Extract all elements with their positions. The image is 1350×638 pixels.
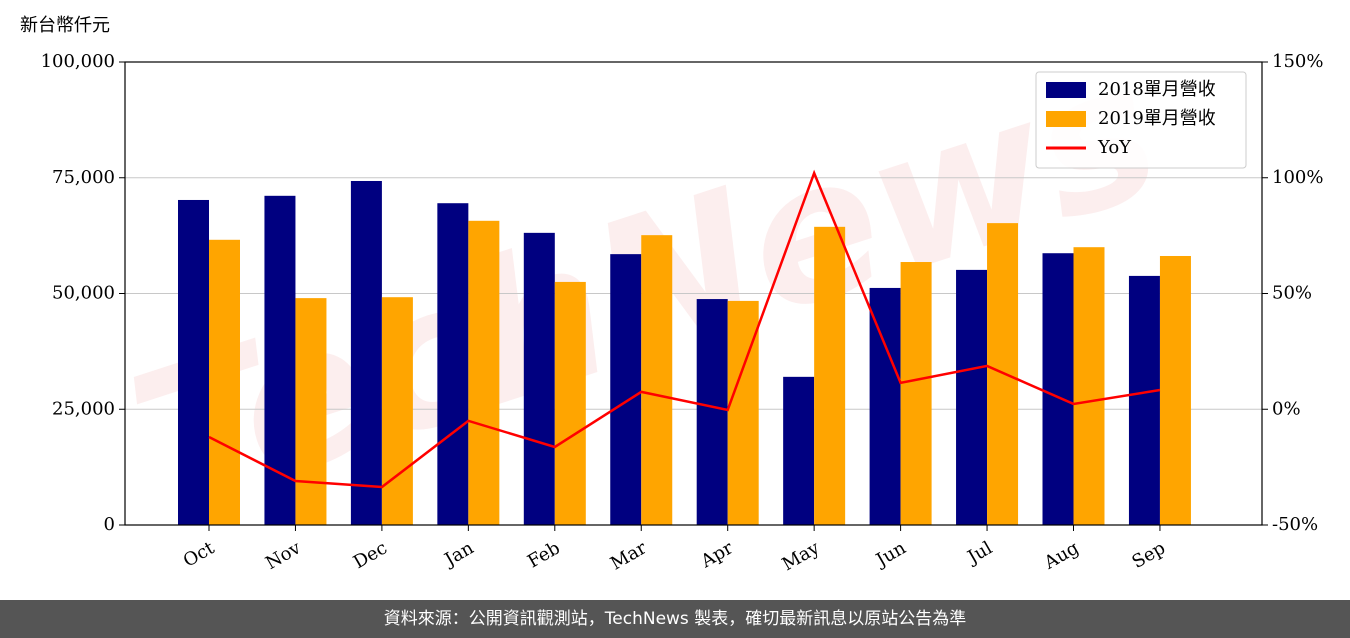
y-axis-label: 新台幣仟元	[20, 15, 110, 36]
bar	[869, 287, 901, 525]
legend-swatch	[1046, 111, 1086, 127]
x-tick-label: Jun	[871, 537, 910, 572]
bar	[178, 199, 209, 525]
bar	[641, 235, 673, 526]
legend-box	[1035, 71, 1247, 169]
bar	[209, 239, 240, 526]
bar	[1159, 255, 1191, 525]
x-tick-label: Nov	[262, 537, 305, 574]
chart: 新台幣仟元 TechNews025,00050,00075,000100,000…	[20, 15, 1323, 575]
y2-tick-label: 50%	[1272, 283, 1312, 304]
bar	[264, 195, 296, 525]
bar	[437, 203, 469, 525]
bar	[900, 262, 932, 525]
y-tick-label: 25,000	[52, 398, 115, 419]
bar	[610, 254, 642, 525]
y2-tick-label: -50%	[1272, 514, 1318, 535]
bar	[468, 220, 500, 525]
legend: 2018單月營收 2019單月營收 YoY	[1035, 71, 1247, 169]
x-tick-label: May	[779, 537, 824, 575]
x-tick-label: Dec	[350, 537, 391, 573]
x-tick-label: Sep	[1129, 537, 1169, 572]
bar	[696, 299, 728, 525]
bar	[783, 376, 815, 525]
line	[208, 169, 1161, 489]
y2-tick-label: 100%	[1272, 167, 1323, 188]
bar	[295, 298, 327, 525]
bar	[523, 232, 555, 526]
y-tick-label: 75,000	[52, 167, 115, 188]
bar	[956, 269, 988, 525]
plot-frame	[124, 61, 1263, 526]
legend-label: YoY	[1097, 137, 1132, 158]
legend-label: 2018單月營收	[1098, 79, 1216, 100]
y-tick-label: 50,000	[52, 283, 115, 304]
legend-label: 2019單月營收	[1098, 108, 1216, 129]
y-tick-label: 0	[104, 514, 115, 535]
bar	[381, 297, 413, 525]
bar	[1042, 253, 1074, 525]
x-tick-label: Feb	[524, 537, 564, 572]
bar	[1128, 275, 1160, 525]
y-tick-label: 100,000	[41, 51, 115, 72]
bar	[1073, 247, 1105, 525]
x-tick-label: Mar	[607, 537, 651, 574]
legend-swatch	[1046, 82, 1086, 98]
bar	[554, 281, 586, 525]
bar	[814, 226, 846, 525]
x-tick-label: Jan	[440, 537, 478, 571]
y2-tick-label: 150%	[1272, 51, 1323, 72]
y2-tick-label: 0%	[1272, 398, 1301, 419]
x-tick-label: Aug	[1040, 537, 1083, 574]
x-tick-label: Apr	[697, 537, 737, 572]
x-tick-label: Jul	[963, 537, 997, 569]
footer: 資料來源：公開資訊觀測站，TechNews 製表，確切最新訊息以原站公告為準	[0, 600, 1350, 638]
page: {"chart_data": {"type": "bar-line", "y_l…	[0, 15, 1350, 638]
bar	[350, 180, 382, 525]
